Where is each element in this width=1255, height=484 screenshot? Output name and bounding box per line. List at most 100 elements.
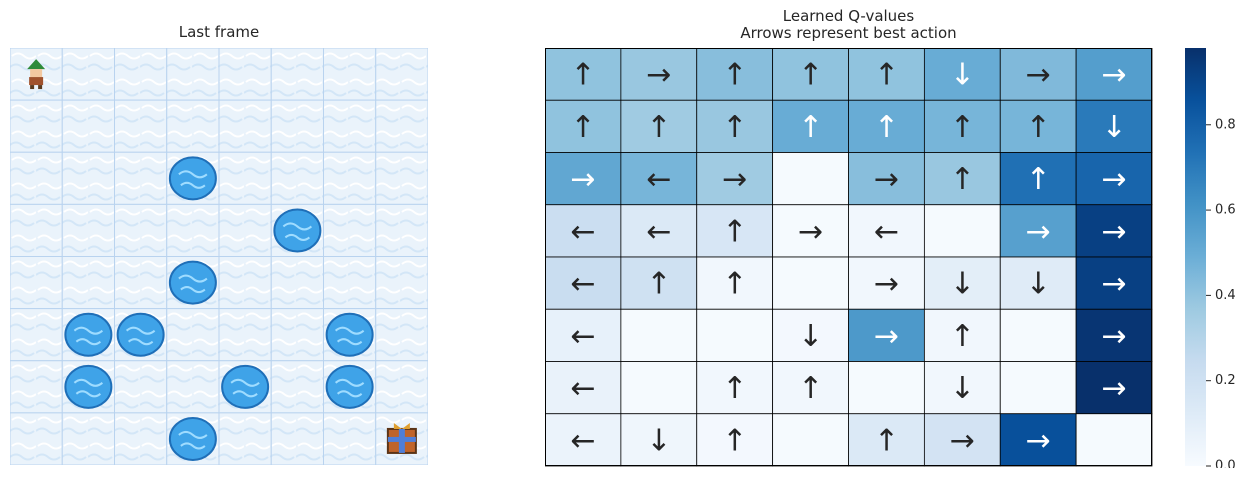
ice-tile: [375, 256, 428, 310]
best-action-arrow: ↑: [722, 58, 747, 93]
ice-tile: [114, 151, 168, 205]
best-action-arrow: ↑: [722, 110, 747, 145]
best-action-arrow: ↑: [570, 58, 595, 93]
heatmap-cell: [772, 99, 849, 153]
best-action-arrow: ↑: [646, 267, 671, 302]
best-action-arrow: →: [1101, 267, 1126, 302]
heatmap-cell: [999, 256, 1077, 310]
heatmap-cell: [696, 48, 774, 101]
ice-tile: [218, 48, 272, 101]
heatmap-cell: [545, 361, 622, 415]
heatmap-cell: [620, 48, 698, 101]
ice-tile: [10, 256, 63, 310]
best-action-arrow: ↓: [1026, 267, 1051, 302]
best-action-arrow: ←: [646, 162, 671, 197]
heatmap-cell: [545, 152, 622, 206]
heatmap-cell: [545, 48, 622, 101]
best-action-arrow: →: [950, 423, 975, 458]
best-action-arrow: →: [1026, 423, 1051, 458]
best-action-arrow: ↑: [570, 110, 595, 145]
heatmap-cell: [696, 99, 774, 153]
ice-tile: [61, 48, 115, 101]
ice-tile: [375, 99, 428, 153]
best-action-arrow: ↓: [950, 267, 975, 302]
best-action-arrow: →: [570, 162, 595, 197]
heatmap-subtitle: Arrows represent best action: [740, 24, 957, 42]
ice-tile: [61, 151, 115, 205]
ice-tile: [61, 412, 115, 465]
heatmap-cell: [1075, 308, 1153, 362]
ice-tile: [10, 360, 63, 414]
heatmap-cell: [923, 308, 1001, 362]
best-action-arrow: ↑: [722, 371, 747, 406]
heatmap-cell: [999, 361, 1077, 415]
heatmap-cell: [620, 361, 698, 415]
heatmap-cell: [772, 308, 849, 362]
q-value-heatmap: ↑ → ↑ ↑ ↑ ↓ → → ↑ ↑ ↑ ↑ ↑ ↑ ↑ ↓ → ← → → ↑ ↑ → ← ← ↑ → ← → → ← ↑ ↑ → ↓ ↓ → ← ↓ →…: [545, 48, 1153, 467]
heatmap-cell: [772, 48, 849, 101]
heatmap-cell: [545, 99, 622, 153]
ice-tile: [270, 360, 324, 414]
ice-tile: [114, 48, 168, 101]
ice-tile: [218, 412, 272, 465]
heatmap-cell: [1075, 204, 1153, 258]
frozen-lake-frame: [10, 48, 428, 465]
ice-tile: [323, 412, 377, 465]
ice-tile: [10, 412, 63, 465]
ice-tile: [323, 48, 377, 101]
ice-hole-icon: [64, 364, 113, 409]
best-action-arrow: ↑: [950, 110, 975, 145]
ice-tile: [114, 412, 168, 465]
best-action-arrow: ↓: [798, 319, 823, 354]
colorbar-tick-label: 0.6: [1215, 203, 1236, 218]
ice-tile: [270, 412, 324, 465]
best-action-arrow: →: [646, 58, 671, 93]
ice-tile: [166, 360, 220, 414]
colorbar-tick-label: 0.0: [1215, 459, 1236, 469]
heatmap-cell: [999, 48, 1077, 101]
ice-tile: [270, 99, 324, 153]
heatmap-cell: [620, 204, 698, 258]
heatmap-cell: [848, 308, 925, 362]
ice-tile: [166, 99, 220, 153]
ice-hole-icon: [168, 416, 217, 461]
ice-tile: [270, 48, 324, 101]
ice-hole-icon: [325, 364, 374, 409]
colorbar-tick-label: 0.2: [1215, 373, 1236, 388]
best-action-arrow: ↓: [646, 423, 671, 458]
best-action-arrow: →: [874, 267, 899, 302]
ice-tile: [114, 256, 168, 310]
heatmap-cell: [696, 413, 774, 467]
colorbar-gradient: [1185, 48, 1206, 466]
heatmap-cell: [696, 204, 774, 258]
ice-tile: [10, 203, 63, 257]
heatmap-cell: [848, 361, 925, 415]
heatmap-cell: [696, 152, 774, 206]
best-action-arrow: →: [1101, 319, 1126, 354]
best-action-arrow: →: [1101, 162, 1126, 197]
best-action-arrow: →: [1101, 371, 1126, 406]
heatmap-cell: [848, 152, 925, 206]
heatmap-cell: [848, 99, 925, 153]
best-action-arrow: ↑: [1026, 162, 1051, 197]
heatmap-cell: [696, 308, 774, 362]
best-action-arrow: →: [798, 214, 823, 249]
heatmap-cell: [620, 308, 698, 362]
best-action-arrow: →: [874, 162, 899, 197]
ice-tile: [114, 203, 168, 257]
colorbar-tick-label: 0.8: [1215, 117, 1236, 132]
ice-hole-icon: [168, 156, 217, 201]
ice-tile: [323, 256, 377, 310]
heatmap-cell: [1075, 413, 1153, 467]
heatmap-cell: [620, 99, 698, 153]
elf-agent-icon: [27, 59, 46, 90]
ice-tile: [166, 48, 220, 101]
heatmap-cell: [999, 152, 1077, 206]
heatmap-cell: [999, 413, 1077, 467]
ice-tile: [375, 48, 428, 101]
best-action-arrow: →: [722, 162, 747, 197]
ice-tile: [323, 151, 377, 205]
heatmap-cell: [923, 99, 1001, 153]
best-action-arrow: ↑: [798, 371, 823, 406]
heatmap-cell: [999, 204, 1077, 258]
